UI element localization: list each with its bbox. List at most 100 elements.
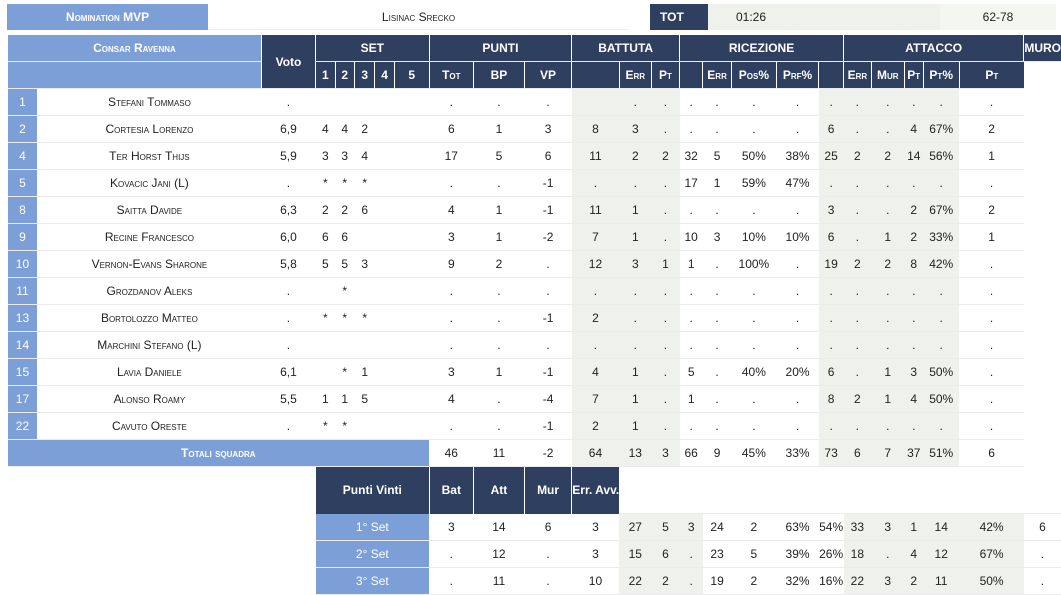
stat-cell: 4 [429, 386, 473, 413]
set-stat-cell: 24 [703, 514, 731, 541]
stat-cell: 8 [819, 386, 844, 413]
player-rating: . [261, 89, 315, 116]
set-stat-cell: 1 [904, 514, 923, 541]
player-rating: 5,5 [261, 386, 315, 413]
player-name: Grozdanov Aleks [37, 278, 261, 305]
player-name: Alonso Roamy [37, 386, 261, 413]
stat-cell: . [651, 89, 679, 116]
stat-cell: . [474, 332, 525, 359]
stat-cell: 1 [335, 386, 354, 413]
stat-cell: 12 [572, 251, 619, 278]
stat-cell: 2 [619, 143, 651, 170]
group-punti: PUNTI [429, 35, 572, 62]
stat-cell: . [731, 89, 776, 116]
stat-cell: 50% [923, 359, 959, 386]
stat-cell: 25 [819, 143, 844, 170]
stat-cell [394, 197, 429, 224]
total-cell: 73 [819, 440, 844, 467]
stat-cell: 5 [703, 143, 731, 170]
set-label: 3° Set [316, 568, 430, 595]
stat-cell: . [680, 278, 703, 305]
stat-cell: 2 [844, 143, 872, 170]
stat-cell: 4 [572, 359, 619, 386]
set-stat-cell: 6 [1024, 514, 1061, 541]
set-stat-cell: 54% [819, 514, 844, 541]
stat-cell: . [703, 413, 731, 440]
stat-cell: 4 [904, 386, 923, 413]
stat-cell [316, 89, 335, 116]
group-ricezione: RICEZIONE [680, 35, 844, 62]
stat-cell [316, 332, 335, 359]
stat-cell: . [619, 332, 651, 359]
empty-cell [731, 467, 776, 514]
stat-cell [375, 116, 394, 143]
column-header [819, 62, 844, 89]
stat-cell [375, 89, 394, 116]
stat-cell: . [524, 89, 571, 116]
stat-cell: . [429, 332, 473, 359]
player-number: 8 [8, 197, 38, 224]
stat-cell: . [871, 116, 904, 143]
stat-cell: 6 [819, 224, 844, 251]
stat-cell [375, 278, 394, 305]
stat-cell [375, 143, 394, 170]
total-cell: 33% [776, 440, 818, 467]
stat-cell [375, 224, 394, 251]
stat-cell: 1 [354, 359, 374, 386]
stat-cell: . [524, 332, 571, 359]
stat-cell: 56% [923, 143, 959, 170]
column-header: 4 [375, 62, 394, 89]
stat-cell: . [819, 170, 844, 197]
match-points: 62-78 [940, 4, 1056, 30]
stat-cell: 4 [904, 116, 923, 143]
stat-cell: . [474, 170, 525, 197]
total-cell: 3 [651, 440, 679, 467]
set-stat-cell: 39% [776, 541, 818, 568]
stat-cell: 2 [335, 197, 354, 224]
stat-cell [394, 143, 429, 170]
group-set: SET [316, 35, 430, 62]
stat-cell: . [651, 278, 679, 305]
stat-cell: . [819, 89, 844, 116]
stat-cell: . [703, 386, 731, 413]
stat-cell: 3 [354, 251, 374, 278]
stat-cell: . [651, 359, 679, 386]
stat-cell: 2 [572, 413, 619, 440]
stat-cell [394, 413, 429, 440]
stat-cell [394, 359, 429, 386]
set-stat-cell: 19 [703, 568, 731, 595]
stat-cell [394, 278, 429, 305]
player-name: Lavia Daniele [37, 359, 261, 386]
stat-cell: . [923, 413, 959, 440]
stat-cell: . [923, 278, 959, 305]
player-rating: . [261, 305, 315, 332]
stat-cell: 2 [474, 251, 525, 278]
stat-cell: . [904, 170, 923, 197]
set-stat-cell: 63% [776, 514, 818, 541]
column-header: Prf% [776, 62, 818, 89]
set-stat-cell: 42% [959, 514, 1024, 541]
stat-cell: . [871, 332, 904, 359]
set-stat-cell: . [680, 568, 703, 595]
column-header: BP [474, 62, 525, 89]
stat-cell: 3 [619, 116, 651, 143]
stat-cell: . [680, 413, 703, 440]
column-header [572, 62, 619, 89]
stat-cell: 3 [619, 251, 651, 278]
stat-cell: . [680, 197, 703, 224]
stat-cell: 2 [354, 116, 374, 143]
stat-cell: . [524, 251, 571, 278]
player-rating: 5,8 [261, 251, 315, 278]
group-battuta: BATTUTA [572, 35, 680, 62]
spacer [8, 541, 316, 568]
stat-cell [316, 278, 335, 305]
stat-cell [394, 224, 429, 251]
